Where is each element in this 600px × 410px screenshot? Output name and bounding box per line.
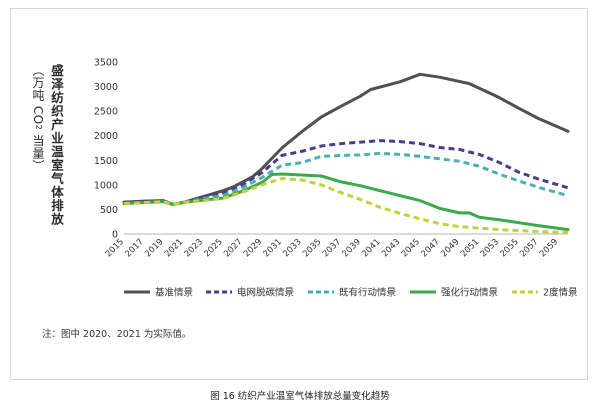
y-tick-label: 3000 bbox=[94, 82, 118, 93]
series-line-5 bbox=[123, 177, 569, 234]
series-line-3 bbox=[123, 151, 569, 206]
x-tick-label: 2031 bbox=[262, 237, 284, 259]
y-tick-label: 2000 bbox=[94, 131, 118, 142]
x-tick-label: 2037 bbox=[321, 237, 343, 259]
y-axis-title: 盛泽纺织产业温室气体排放 bbox=[49, 64, 64, 226]
y-axis-unit-suffix: 当量） bbox=[31, 130, 45, 173]
x-tick-label: 2057 bbox=[518, 237, 540, 259]
x-tick-label: 2039 bbox=[341, 237, 363, 259]
legend-label: 2度情景 bbox=[543, 287, 578, 299]
y-tick-label: 0 bbox=[112, 230, 118, 241]
x-tick-label: 2041 bbox=[360, 237, 382, 259]
y-tick-label: 3500 bbox=[94, 58, 118, 69]
x-tick-label: 2035 bbox=[301, 237, 323, 259]
y-axis-unit: （万吨 CO2 当量） bbox=[30, 64, 46, 246]
x-tick-label: 2059 bbox=[538, 237, 560, 259]
series-line-2 bbox=[123, 139, 569, 206]
x-tick-label: 2023 bbox=[183, 237, 205, 259]
y-tick-label: 1500 bbox=[94, 156, 118, 167]
y-tick-label: 500 bbox=[100, 205, 118, 216]
x-tick-label: 2055 bbox=[498, 237, 520, 259]
legend-label: 电网脱碳情景 bbox=[237, 287, 294, 299]
x-tick-label: 2049 bbox=[439, 237, 461, 259]
x-tick-label: 2017 bbox=[123, 237, 145, 259]
figure-caption: 图 16 纺织产业温室气体排放总量变化趋势 bbox=[210, 391, 390, 402]
x-tick-label: 2043 bbox=[380, 237, 402, 259]
x-tick-label: 2053 bbox=[479, 237, 501, 259]
y-axis-unit-subscript: 2 bbox=[34, 124, 43, 131]
x-tick-label: 2015 bbox=[104, 237, 126, 259]
y-axis-label: 盛泽纺织产业温室气体排放 （万吨 CO2 当量） bbox=[24, 64, 64, 246]
x-tick-label: 2027 bbox=[222, 237, 244, 259]
x-tick-label: 2019 bbox=[143, 237, 165, 259]
chart-note: 注：图中 2020、2021 为实际值。 bbox=[42, 329, 192, 340]
y-tick-label: 2500 bbox=[94, 107, 118, 118]
figure-frame bbox=[10, 8, 588, 380]
x-tick-label: 2021 bbox=[163, 237, 185, 259]
y-tick-label: 1000 bbox=[94, 180, 118, 191]
x-tick-label: 2045 bbox=[400, 237, 422, 259]
legend-label: 既有行动情景 bbox=[339, 287, 396, 299]
x-tick-label: 2051 bbox=[459, 237, 481, 259]
x-tick-label: 2047 bbox=[419, 237, 441, 259]
legend-label: 基准情景 bbox=[155, 287, 193, 299]
series-line-1 bbox=[122, 72, 570, 206]
legend-label: 强化行动情景 bbox=[441, 287, 498, 299]
y-axis-unit-text: （万吨 CO bbox=[31, 64, 45, 125]
series-line-4 bbox=[122, 172, 570, 232]
x-tick-label: 2033 bbox=[281, 237, 303, 259]
x-tick-label: 2025 bbox=[202, 237, 224, 259]
x-tick-label: 2029 bbox=[242, 237, 264, 259]
